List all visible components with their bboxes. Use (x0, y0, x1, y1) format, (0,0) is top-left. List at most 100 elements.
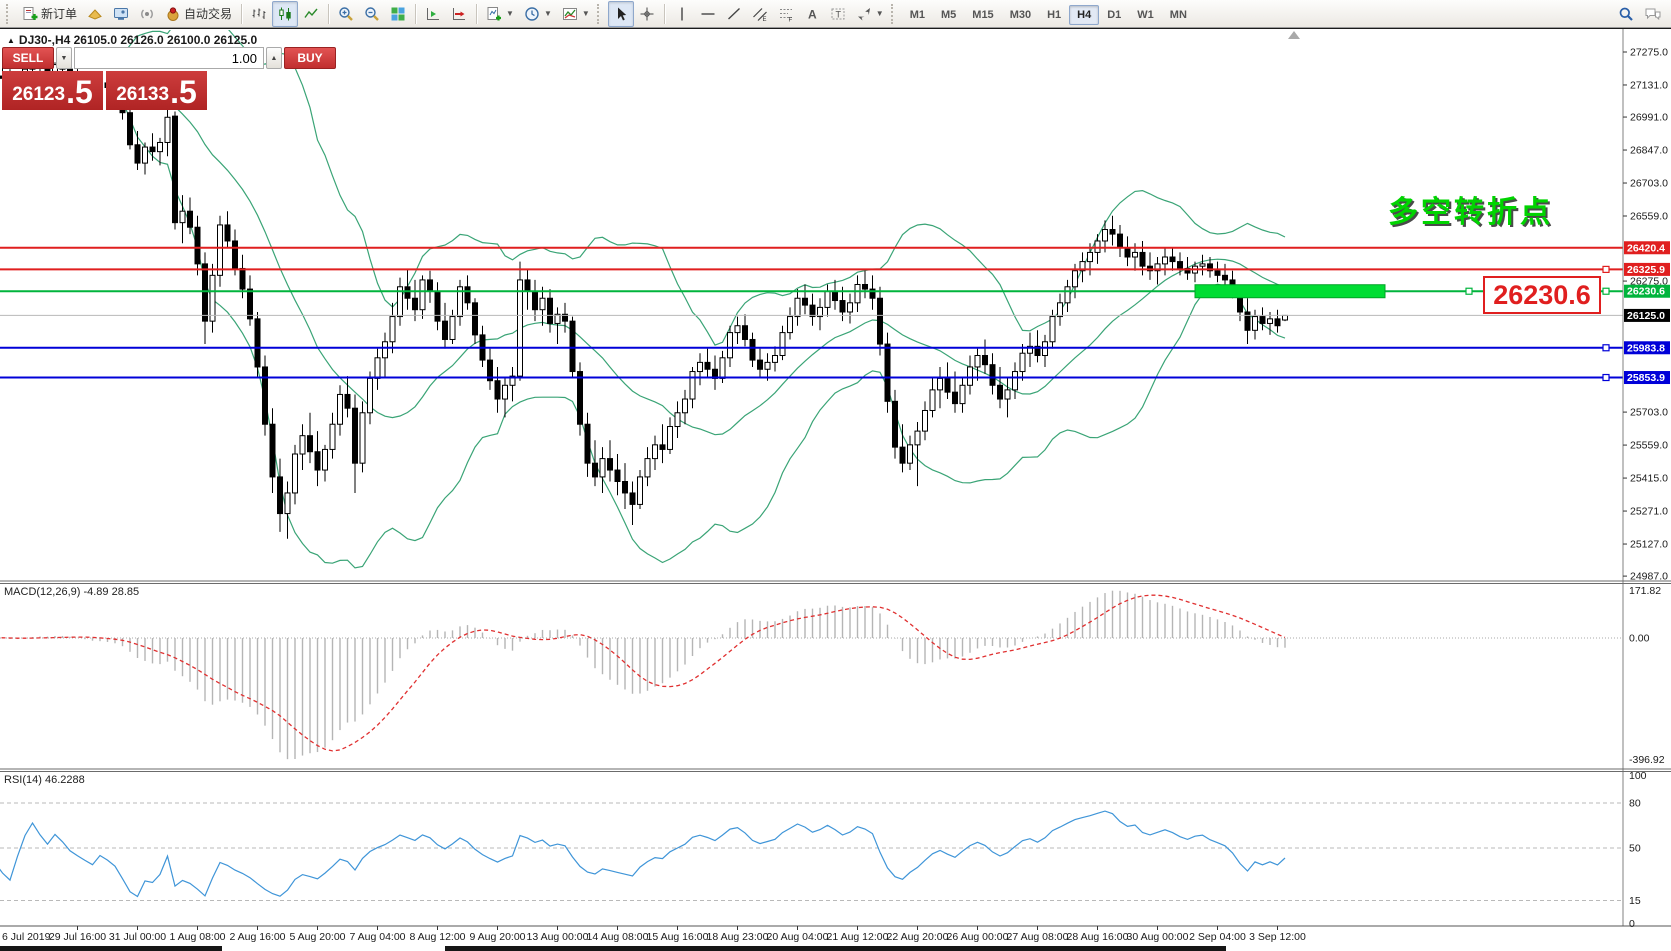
svg-text:26420.4: 26420.4 (1627, 242, 1665, 254)
tile-windows-button[interactable] (385, 1, 411, 27)
price-axis-tick: 25271.0 (1630, 506, 1668, 518)
turning-point-annotation[interactable]: 多空转折点 (1388, 196, 1553, 229)
auto-scroll-button[interactable] (446, 1, 472, 27)
price-axis-tick: 25559.0 (1630, 440, 1668, 452)
time-axis-label: 15 Aug 16:00 (647, 931, 709, 943)
gold-button[interactable] (82, 1, 108, 27)
sell-button[interactable]: SELL (2, 47, 54, 69)
search-button[interactable] (1613, 1, 1639, 27)
buy-price-int: 26133 (116, 84, 170, 105)
zoom-out-button[interactable] (359, 1, 385, 27)
buy-price-display[interactable]: 26133 .5 (106, 71, 207, 110)
price-callout-label[interactable]: 26230.6 (1483, 276, 1601, 314)
toolbar-grip[interactable] (890, 3, 898, 24)
price-badge (1624, 371, 1670, 385)
timeframe-m15[interactable]: M15 (972, 8, 994, 21)
text-label-tool-button[interactable]: T (825, 1, 851, 27)
time-axis-label: 2 Aug 16:00 (229, 931, 285, 943)
toolbar-grip[interactable] (596, 3, 604, 24)
crosshair-tool-button[interactable] (634, 1, 660, 27)
toolbar-grip[interactable] (6, 3, 13, 24)
trendline-tool-button[interactable] (721, 1, 747, 27)
time-axis-label: 22 Aug 20:00 (887, 931, 949, 943)
new-order-label: 新订单 (41, 7, 78, 21)
chart-shift-marker[interactable] (1288, 31, 1300, 39)
price-axis-tick: 24987.0 (1630, 571, 1668, 583)
chart-canvas[interactable]: 27275.0 27131.0 26991.0 26847.0 26703.0 26559… (0, 29, 1671, 951)
shapes-tool-button[interactable]: ▼ (851, 1, 889, 27)
svg-text:80: 80 (1629, 798, 1641, 810)
chart-line-button[interactable] (298, 1, 324, 27)
gold-icon (87, 6, 103, 22)
price-badge (1624, 262, 1670, 276)
fibonacci-tool-button[interactable]: F (773, 1, 799, 27)
price-axis-tick: 26559.0 (1630, 211, 1668, 223)
autotrade-button[interactable]: 自动交易 (160, 1, 237, 27)
price-badge (1624, 284, 1670, 298)
svg-text:171.82: 171.82 (1629, 585, 1661, 597)
text-tool-button[interactable]: A (799, 1, 825, 27)
chart-window[interactable]: 27275.0 27131.0 26991.0 26847.0 26703.0 26559… (0, 28, 1671, 951)
volume-increase-button[interactable]: ▲ (266, 47, 282, 69)
svg-text:25983.8: 25983.8 (1627, 342, 1665, 354)
timeframe-w1[interactable]: W1 (1137, 8, 1154, 21)
svg-text:T: T (835, 9, 841, 19)
cursor-icon (613, 6, 629, 22)
periods-button[interactable]: ▼ (519, 1, 557, 27)
new-order-button[interactable]: 新订单 (17, 1, 82, 27)
cursor-tool-button[interactable] (607, 0, 634, 27)
terminal-button[interactable] (108, 1, 134, 27)
buy-button[interactable]: BUY (284, 47, 336, 69)
price-axis-tick: 26275.0 (1630, 276, 1668, 288)
volume-decrease-button[interactable]: ▼ (56, 47, 72, 69)
vertical-line-icon (674, 6, 690, 22)
panel-toggle-icon[interactable]: ▲ (7, 35, 15, 45)
terminal-icon (113, 6, 129, 22)
chart-bars-button[interactable] (246, 1, 272, 27)
new-order-icon (22, 6, 38, 22)
timeframe-m5[interactable]: M5 (941, 8, 957, 21)
window-tab[interactable] (445, 946, 1226, 951)
svg-text:-396.92: -396.92 (1629, 754, 1665, 766)
separator (241, 3, 243, 24)
chart-candles-button[interactable] (272, 0, 299, 27)
crosshair-icon (639, 6, 655, 22)
horizontal-line-tool-button[interactable] (695, 1, 721, 27)
timeframe-m30[interactable]: M30 (1009, 8, 1032, 21)
timeframe-h4[interactable]: H4 (1069, 4, 1100, 25)
price-axis-tick: 25415.0 (1630, 473, 1668, 485)
macd-indicator-label: MACD(12,26,9) -4.89 28.85 (4, 586, 140, 598)
timeframe-mn[interactable]: MN (1169, 8, 1187, 21)
zoom-in-button[interactable] (333, 1, 359, 27)
window-tab[interactable] (0, 946, 222, 951)
svg-text:F: F (788, 17, 792, 22)
chart-shift-button[interactable] (420, 1, 446, 27)
buy-price-pips: .5 (170, 74, 197, 110)
time-axis-label: 3 Sep 12:00 (1249, 931, 1306, 943)
timeframe-d1[interactable]: D1 (1107, 8, 1122, 21)
indicators-button[interactable]: ▼ (557, 1, 595, 27)
chat-button[interactable] (1639, 1, 1667, 27)
svg-text:A: A (808, 7, 817, 21)
chart-candles-icon (277, 6, 293, 22)
new-chart-button[interactable]: ▼ (481, 1, 519, 27)
channel-tool-button[interactable]: E (747, 1, 773, 27)
candlesticks (0, 55, 1288, 539)
timeframe-m1[interactable]: M1 (909, 8, 925, 21)
svg-text:26230.6: 26230.6 (1627, 286, 1665, 298)
highlight-rectangle[interactable] (1194, 284, 1386, 299)
time-axis-label: 27 Aug 08:00 (1007, 931, 1069, 943)
horizontal-line-icon (700, 6, 716, 22)
svg-text:0: 0 (1629, 918, 1635, 930)
vertical-line-tool-button[interactable] (669, 1, 695, 27)
time-axis-label: 13 Aug 00:00 (527, 931, 589, 943)
window-tabs-strip[interactable] (0, 946, 1671, 951)
timeframe-h1[interactable]: H1 (1047, 8, 1062, 21)
svg-text:25853.9: 25853.9 (1627, 372, 1665, 384)
chart-line-icon (303, 6, 319, 22)
arrows-icon (856, 6, 872, 22)
signals-button[interactable] (134, 1, 160, 27)
sell-price-display[interactable]: 26123 .5 (2, 71, 103, 110)
volume-input[interactable] (74, 47, 264, 69)
